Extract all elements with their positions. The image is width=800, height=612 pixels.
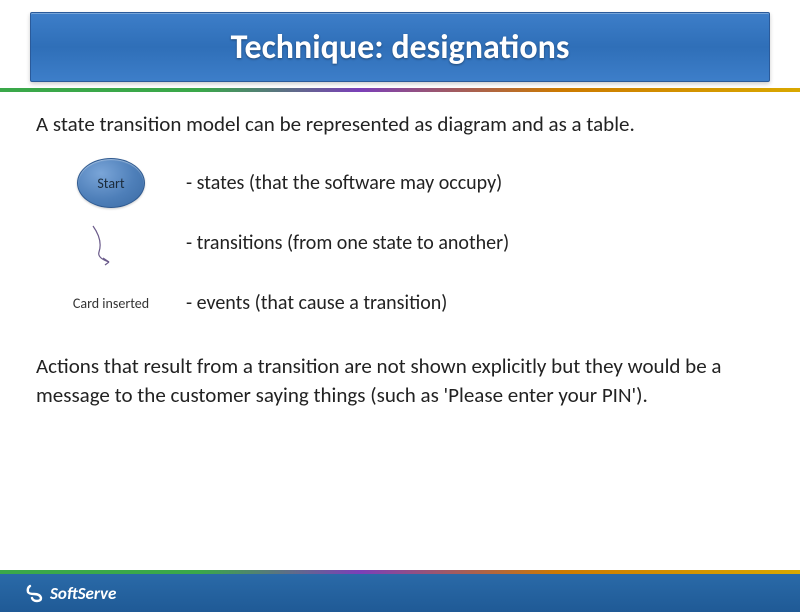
- state-node-label: Start: [97, 175, 124, 192]
- state-icon-cell: Start: [36, 158, 186, 208]
- state-description: - states (that the software may occupy): [186, 171, 502, 195]
- transition-description: - transitions (from one state to another…: [186, 231, 509, 255]
- footer-brand-text: SoftServe: [50, 583, 116, 604]
- legend: Start - states (that the software may oc…: [36, 156, 764, 330]
- footer-logo: SoftServe: [24, 582, 116, 604]
- intro-paragraph: A state transition model can be represen…: [36, 110, 764, 138]
- legend-row-event: Card inserted - events (that cause a tra…: [36, 276, 764, 330]
- event-description: - events (that cause a transition): [186, 291, 447, 315]
- actions-paragraph: Actions that result from a transition ar…: [36, 352, 764, 409]
- transition-icon-cell: [36, 218, 186, 268]
- footer-bar: SoftServe: [0, 574, 800, 612]
- slide-title: Technique: designations: [231, 27, 570, 68]
- legend-row-transition: - transitions (from one state to another…: [36, 216, 764, 270]
- legend-row-state: Start - states (that the software may oc…: [36, 156, 764, 210]
- event-example-text: Card inserted: [73, 295, 149, 312]
- state-node-icon: Start: [77, 158, 145, 208]
- softserve-icon: [24, 582, 46, 604]
- title-banner: Technique: designations: [30, 12, 770, 82]
- content-area: A state transition model can be represen…: [0, 92, 800, 409]
- transition-arrow-icon: [81, 218, 141, 268]
- event-icon-cell: Card inserted: [36, 295, 186, 312]
